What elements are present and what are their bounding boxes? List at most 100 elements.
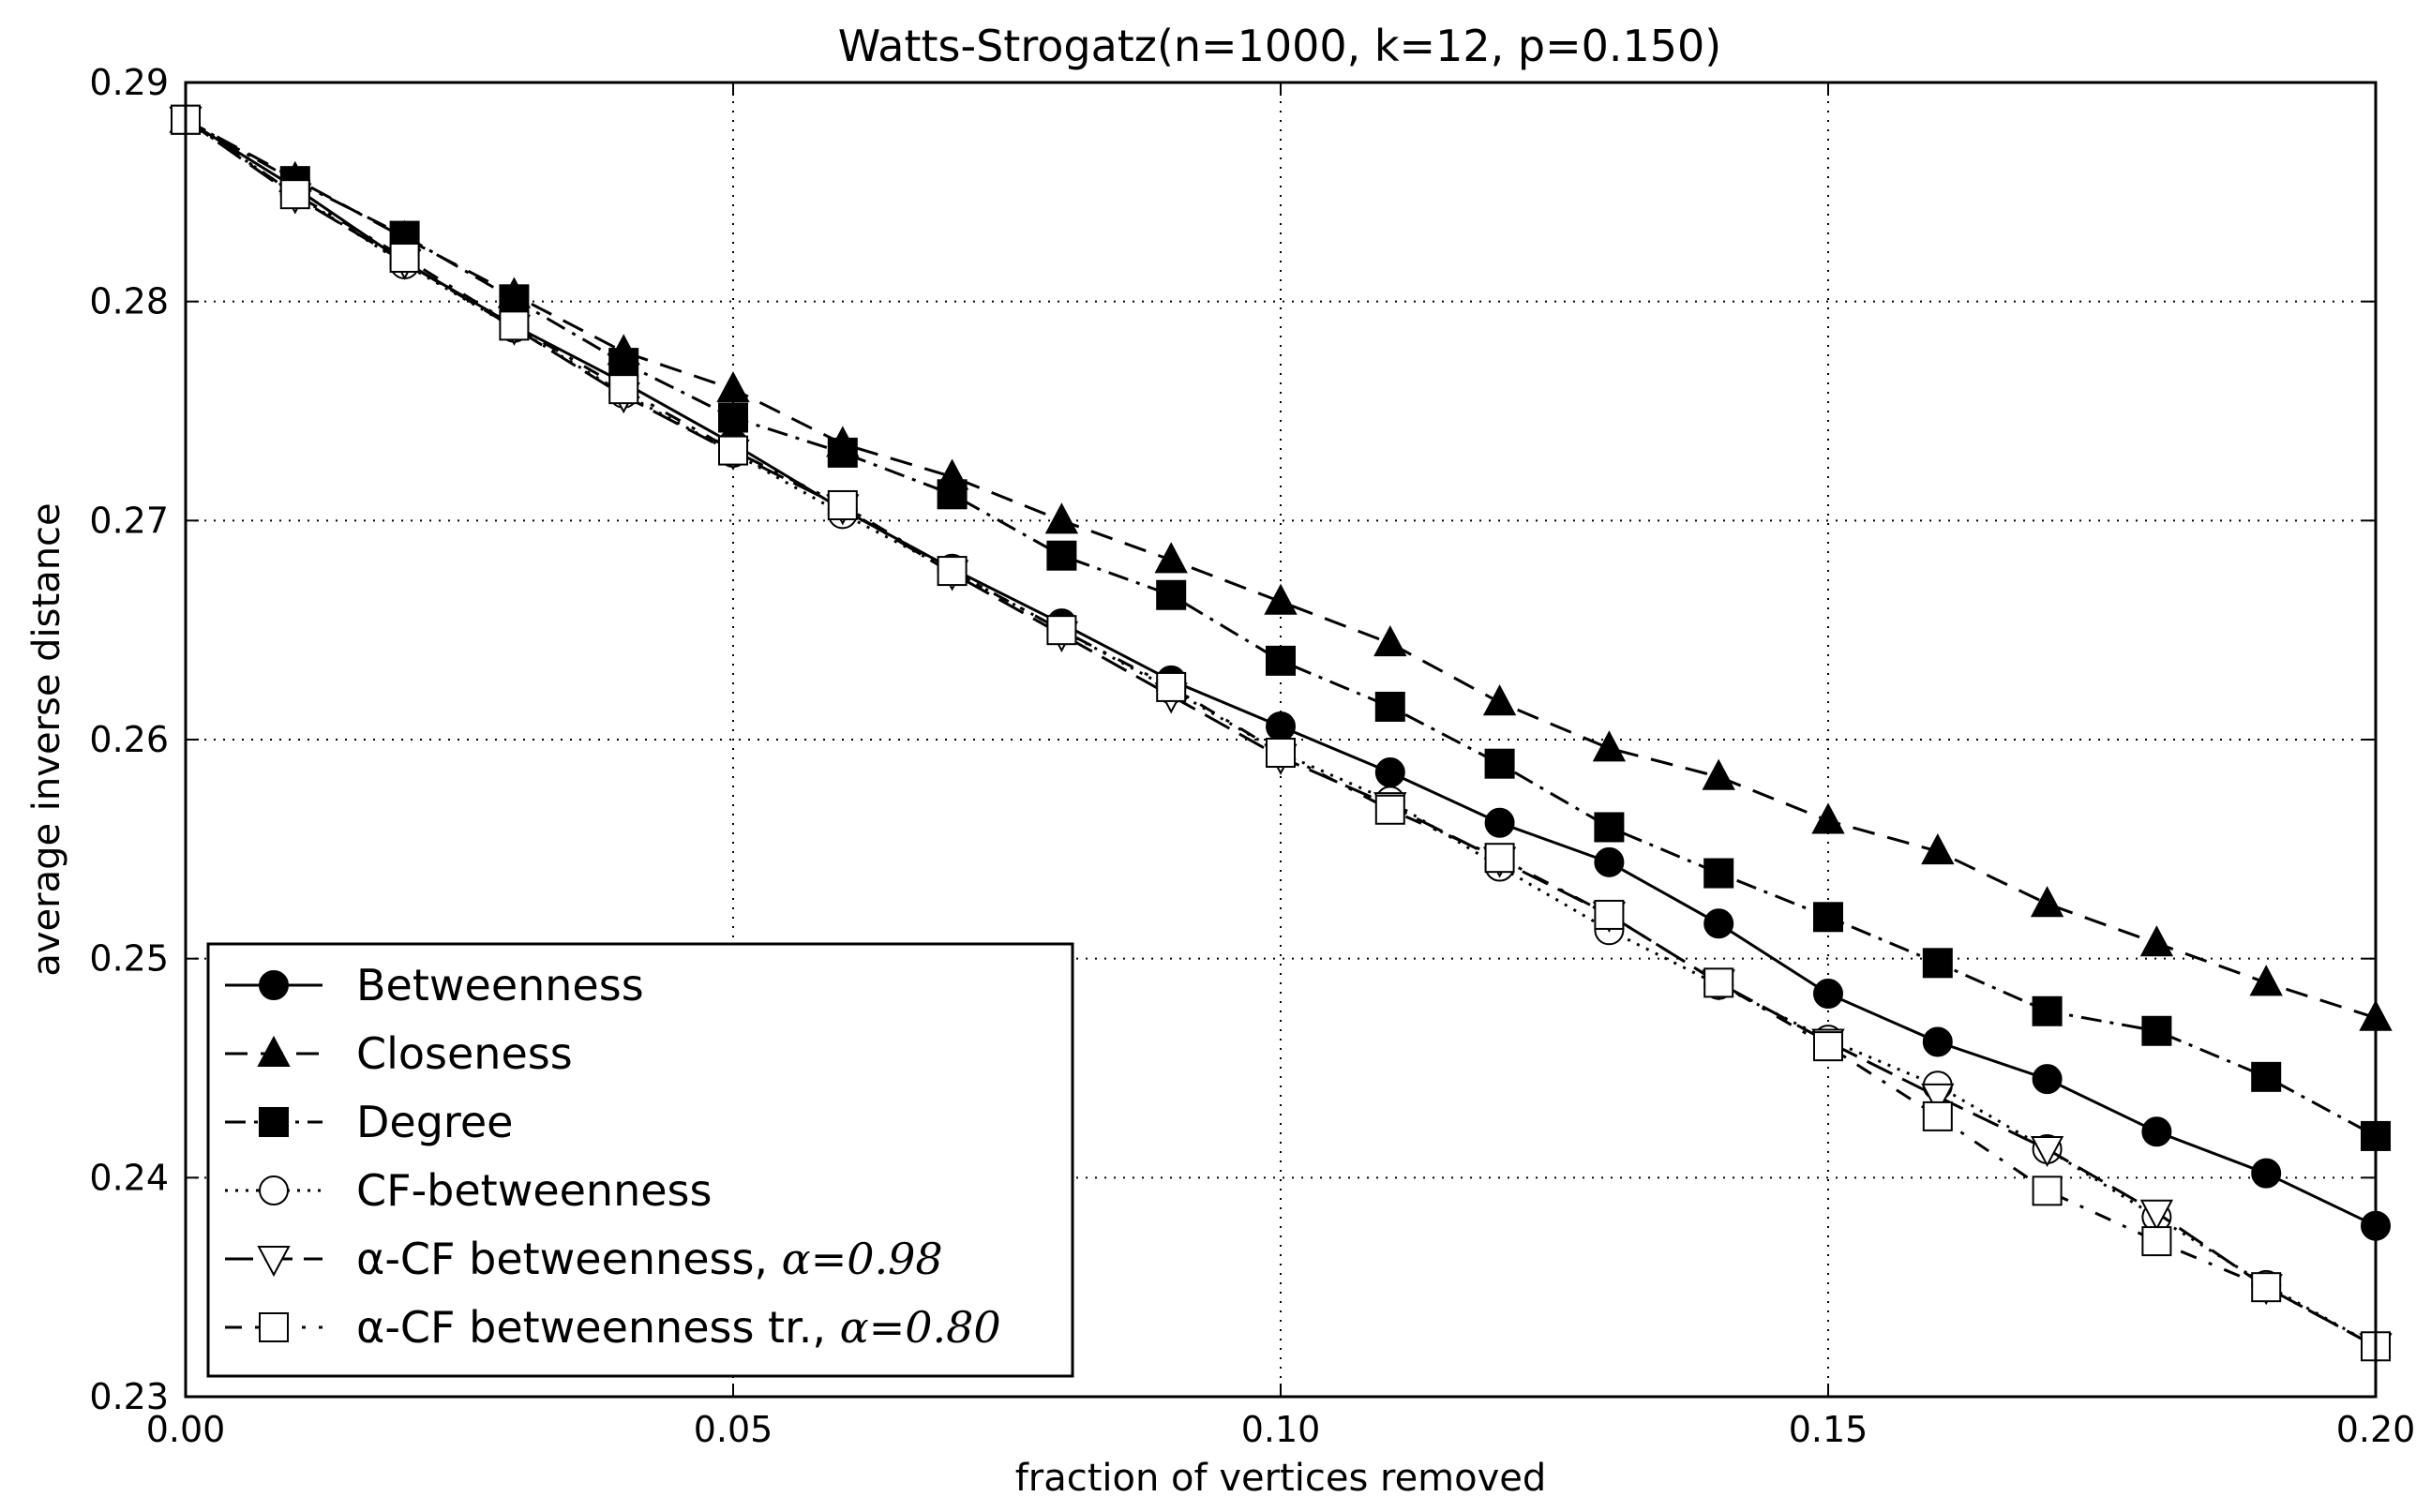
legend-entry: α-CF betweenness, α=0.98	[225, 1234, 943, 1284]
y-tick-label: 0.23	[89, 1376, 169, 1417]
data-point	[937, 556, 968, 587]
data-point	[2030, 886, 2064, 918]
data-point	[1594, 899, 1625, 930]
y-tick-label: 0.28	[89, 281, 169, 322]
data-point	[1046, 540, 1077, 571]
data-point	[279, 179, 310, 210]
data-point	[1702, 758, 1735, 790]
data-point	[1592, 730, 1627, 762]
x-tick-label: 0.20	[2336, 1409, 2416, 1450]
data-point	[1044, 502, 1079, 534]
data-point	[1266, 738, 1296, 769]
y-tick-label: 0.29	[89, 62, 169, 103]
data-point	[1156, 579, 1187, 610]
data-point	[1264, 583, 1298, 615]
axis-ticks: 0.00 0.05 0.10 0.15 0.20 0.23 0.24 0.25 0.26 0.27…	[89, 62, 2415, 1450]
legend-label: CF-betweenness	[356, 1165, 712, 1216]
data-point	[2251, 1158, 2282, 1189]
legend-marker	[257, 1246, 291, 1278]
data-point	[2139, 925, 2174, 957]
plot-series	[169, 101, 2393, 1365]
data-point	[1813, 1031, 1843, 1062]
data-point	[1703, 908, 1734, 939]
legend-label: Degree	[356, 1097, 513, 1147]
legend: Betweenness Closeness Degree CF-betweenness…	[206, 942, 1074, 1378]
data-point	[718, 435, 748, 466]
y-tick-label: 0.24	[89, 1157, 169, 1198]
data-point	[1703, 967, 1734, 998]
x-tick-label: 0.10	[1241, 1409, 1321, 1450]
data-point	[1374, 691, 1405, 722]
data-point	[1154, 542, 1188, 574]
data-point	[1484, 843, 1515, 874]
data-point	[1922, 948, 1953, 979]
data-point	[716, 371, 750, 403]
data-point	[1046, 615, 1077, 646]
data-point	[2032, 996, 2063, 1026]
data-point	[1594, 846, 1625, 877]
data-point	[1266, 711, 1296, 741]
data-point	[2249, 965, 2283, 996]
data-point	[2251, 1272, 2282, 1303]
data-point	[1921, 833, 1955, 865]
legend-entry: α-CF betweenness tr., α=0.80	[225, 1302, 1001, 1353]
series-line	[185, 118, 2377, 1138]
data-point	[1484, 748, 1515, 779]
legend-marker	[259, 1107, 289, 1137]
legend-entry: Degree	[225, 1097, 513, 1147]
y-axis-label: average inverse distance	[25, 502, 68, 976]
data-point	[389, 242, 420, 273]
data-point	[718, 402, 748, 433]
data-point	[2139, 1199, 2174, 1231]
data-point	[1373, 625, 1407, 657]
series-line	[185, 118, 2377, 1020]
data-point	[1156, 671, 1187, 702]
data-point	[1813, 979, 1843, 1010]
data-point	[2030, 1135, 2064, 1168]
data-point	[1813, 902, 1843, 933]
legend-label: α-CF betweenness tr., α=0.80	[356, 1302, 1001, 1353]
data-point	[1594, 812, 1625, 843]
data-point	[2141, 1116, 2172, 1147]
legend-box	[206, 942, 1074, 1378]
legend-marker	[259, 1175, 289, 1205]
data-point	[937, 479, 968, 510]
series-5	[171, 104, 2391, 1362]
legend-label: α-CF betweenness, α=0.98	[356, 1234, 943, 1284]
x-tick-label: 0.05	[694, 1409, 773, 1450]
data-point	[2032, 1064, 2063, 1095]
data-point	[1811, 802, 1845, 834]
data-point	[608, 348, 639, 379]
data-point	[499, 310, 530, 341]
data-point	[1921, 1083, 1955, 1115]
data-point	[827, 437, 858, 468]
y-tick-label: 0.25	[89, 938, 169, 980]
data-point	[1374, 794, 1405, 825]
data-point	[1922, 1026, 1953, 1057]
legend-label: Closeness	[356, 1028, 573, 1079]
y-tick-label: 0.26	[89, 719, 169, 760]
data-point	[2032, 1175, 2063, 1206]
data-point	[608, 374, 639, 405]
x-tick-label: 0.15	[1789, 1409, 1868, 1450]
data-point	[1266, 645, 1296, 676]
legend-label: Betweenness	[356, 960, 644, 1010]
legend-entry: CF-betweenness	[225, 1165, 712, 1216]
data-point	[2141, 1015, 2172, 1046]
legend-entry: Closeness	[225, 1028, 573, 1079]
x-tick-label: 0.00	[146, 1409, 226, 1450]
data-point	[827, 489, 858, 520]
data-point	[1482, 684, 1517, 716]
data-point	[1922, 1100, 1953, 1131]
data-point	[2141, 1226, 2172, 1257]
chart-title: Watts-Strogatz(n=1000, k=12, p=0.150)	[838, 21, 1722, 71]
legend-marker	[259, 970, 289, 1000]
data-point	[499, 284, 530, 315]
legend-marker	[259, 1312, 289, 1342]
x-axis-label: fraction of vertices removed	[1015, 1457, 1547, 1500]
data-point	[2251, 1061, 2282, 1092]
legend-marker	[257, 1035, 291, 1067]
data-point	[1484, 807, 1515, 838]
data-point	[1703, 858, 1734, 889]
